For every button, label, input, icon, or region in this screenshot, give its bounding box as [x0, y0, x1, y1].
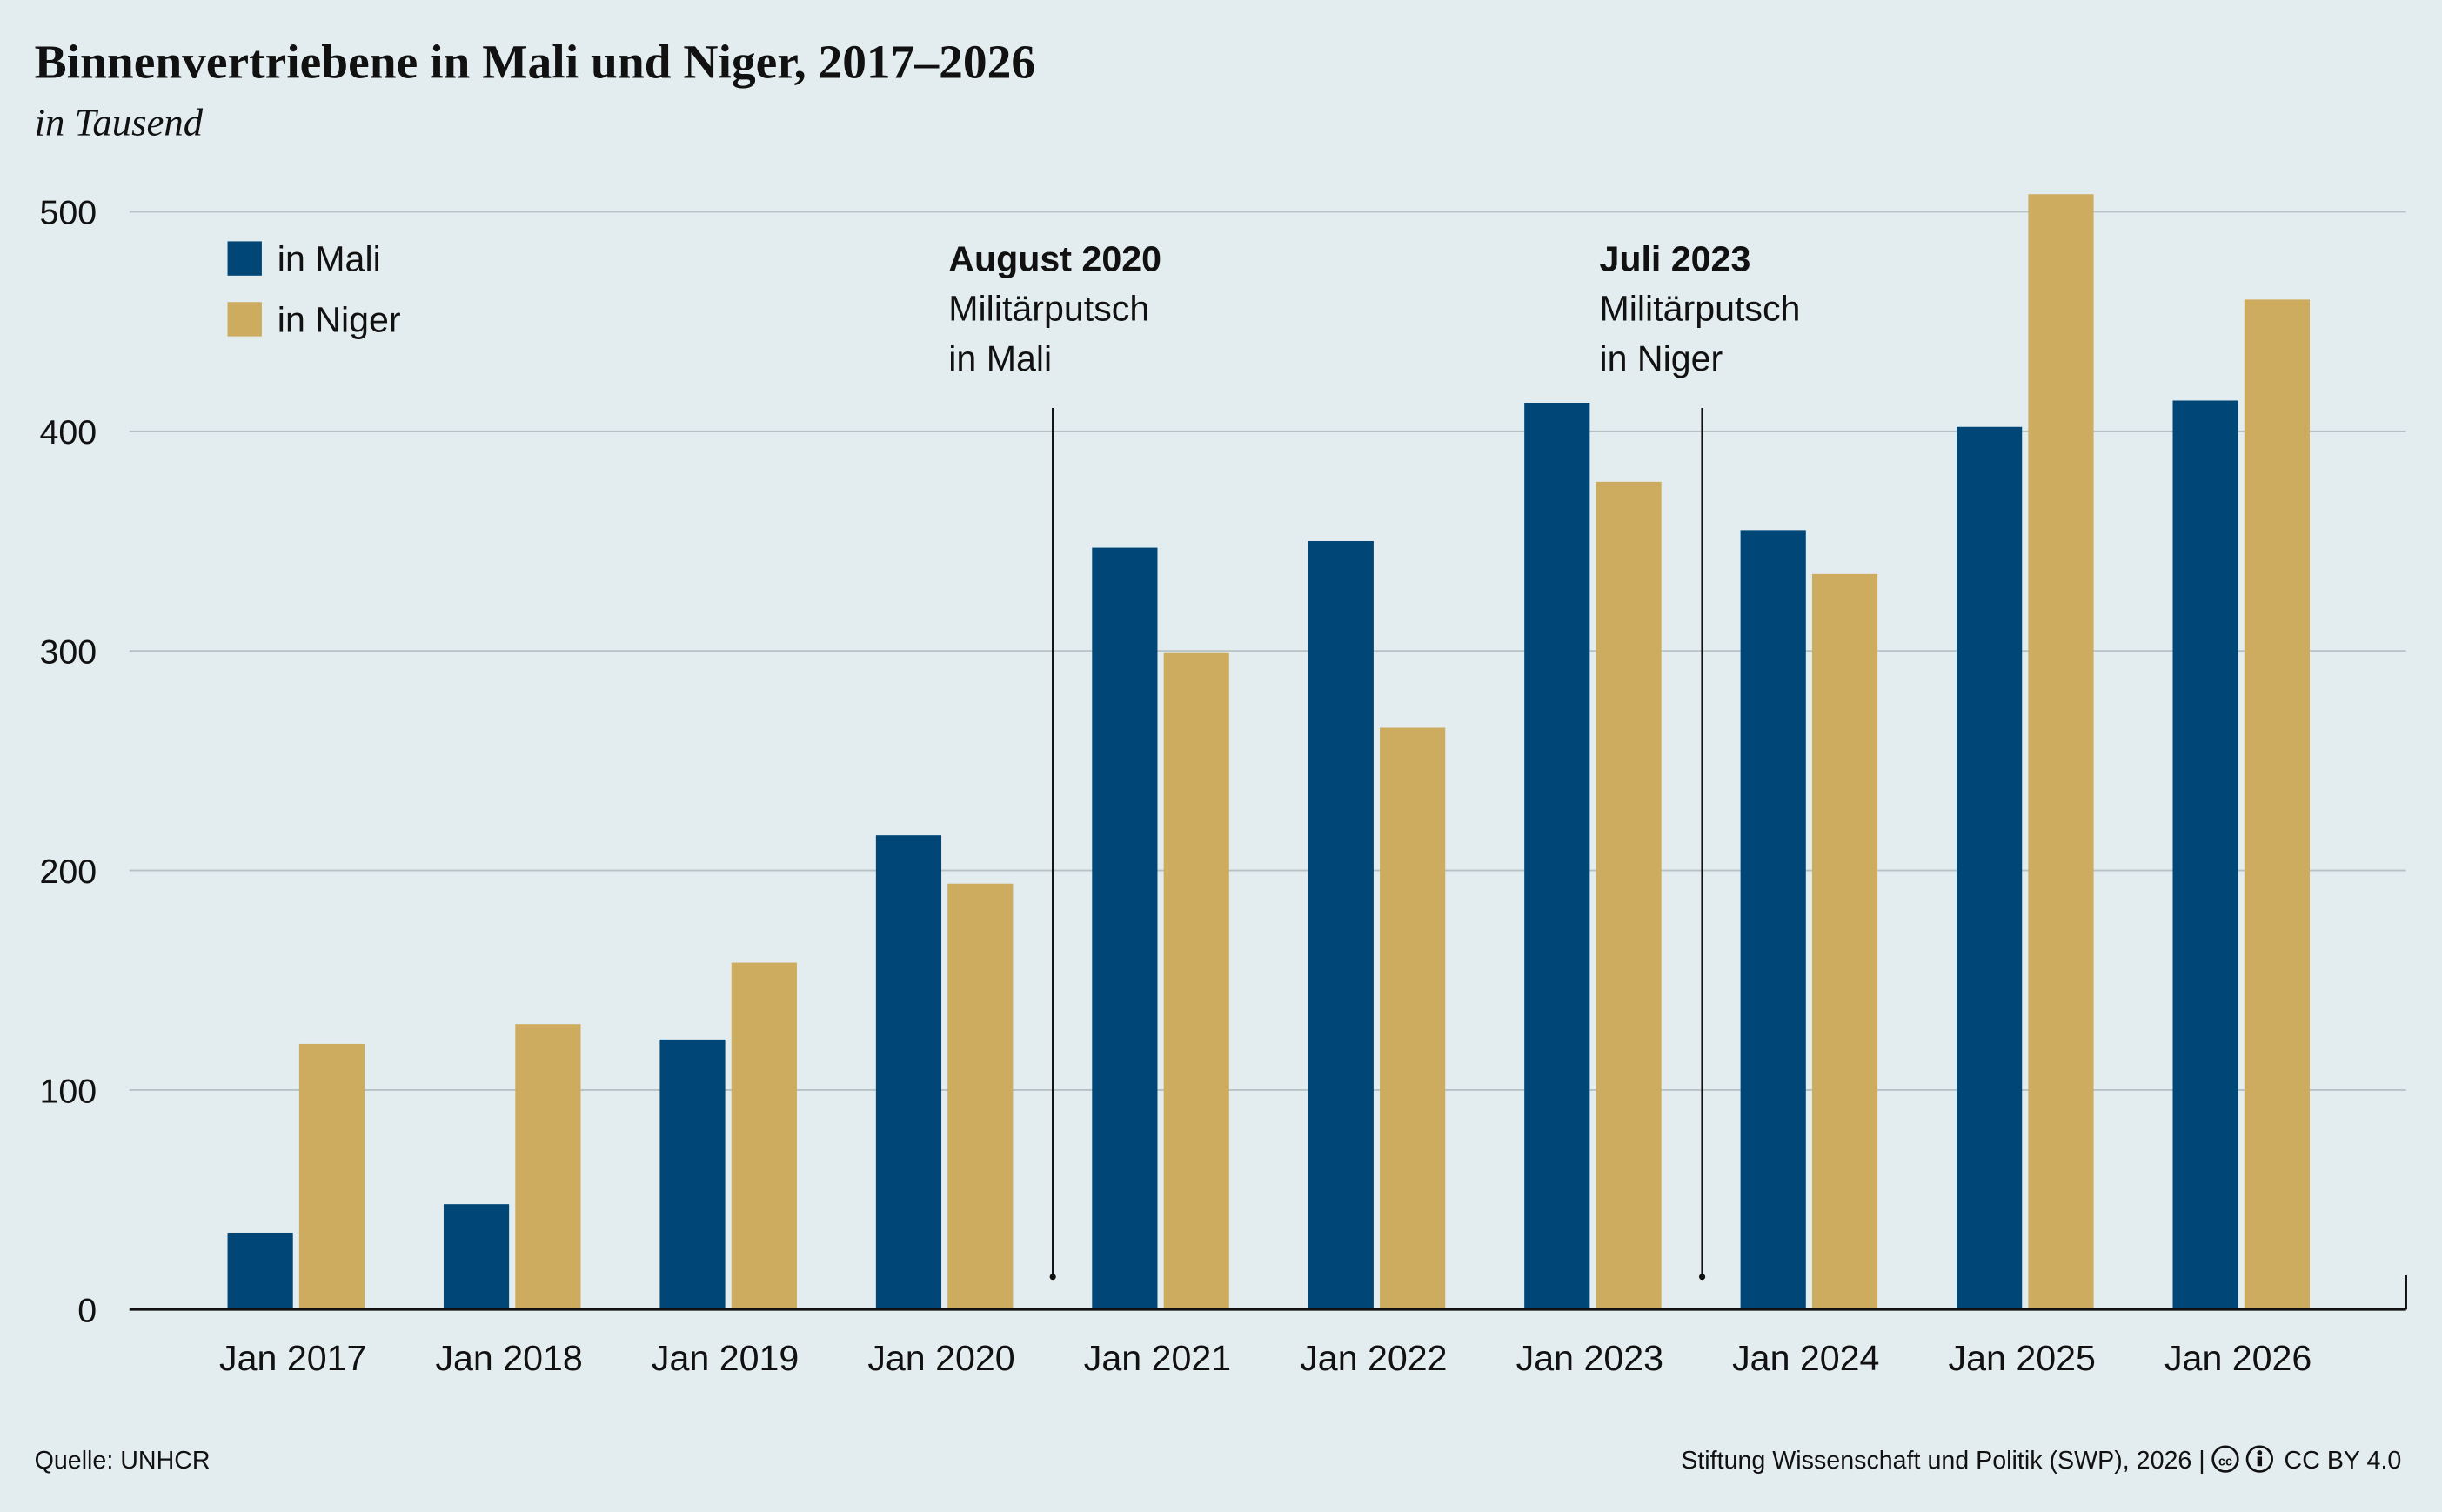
annotation-text: in Niger	[1599, 338, 1723, 378]
bar	[1811, 573, 1878, 1310]
annotation-title: August 2020	[948, 238, 1161, 278]
bar	[1308, 540, 1374, 1310]
annotation: August 2020 Militärputsch in Mali	[948, 238, 1161, 1281]
source: Quelle: UNHCR	[35, 1447, 211, 1475]
annotation-dot	[1699, 1274, 1706, 1281]
bar	[1524, 402, 1590, 1310]
annotation-dot	[1049, 1274, 1056, 1281]
bar	[1957, 426, 2023, 1310]
bar	[443, 1204, 510, 1310]
annotation-text: Militärputsch	[1599, 289, 1800, 329]
annotation-text: Militärputsch	[948, 289, 1149, 329]
x-tick-label: Jan 2017	[219, 1338, 366, 1378]
bar	[731, 962, 797, 1310]
y-tick-label: 400	[40, 413, 97, 452]
x-tick-label: Jan 2022	[1300, 1338, 1447, 1378]
annotation-title: Juli 2023	[1599, 238, 1750, 278]
legend-label: in Niger	[278, 299, 401, 339]
annotation-text: in Mali	[948, 338, 1052, 378]
bar	[947, 883, 1014, 1310]
x-tick-label: Jan 2019	[652, 1338, 799, 1378]
bar	[2028, 194, 2094, 1310]
x-tick-label: Jan 2026	[2164, 1338, 2312, 1378]
bar	[1163, 652, 1229, 1310]
bar	[227, 1232, 293, 1310]
bar	[1596, 481, 1662, 1310]
x-tick-label: Jan 2024	[1732, 1338, 1879, 1378]
annotation: Juli 2023 Militärputsch in Niger	[1599, 238, 1800, 1281]
credit: Stiftung Wissenschaft und Politik (SWP),…	[1681, 1447, 2204, 1475]
x-tick-label: Jan 2020	[867, 1338, 1014, 1378]
chart-title: Binnenvertriebene in Mali und Niger, 201…	[35, 36, 1036, 89]
y-tick-label: 300	[40, 633, 97, 672]
bars: Jan 2017 Jan 2018 Jan 2019 Jan 2020 Jan 2021…	[219, 194, 2312, 1378]
cc-icon: cc	[2211, 1445, 2274, 1473]
y-tick-label: 200	[40, 853, 97, 891]
legend: in Mali in Niger	[227, 238, 401, 339]
bar	[298, 1043, 365, 1310]
bar	[1740, 530, 1806, 1310]
bar	[2172, 400, 2238, 1310]
x-tick-label: Jan 2023	[1516, 1338, 1663, 1378]
x-tick-label: Jan 2018	[435, 1338, 582, 1378]
legend-label: in Mali	[278, 238, 381, 278]
x-tick-label: Jan 2025	[1949, 1338, 2096, 1378]
bar	[515, 1024, 581, 1310]
y-tick-label: 0	[77, 1292, 97, 1330]
license: CC BY 4.0	[2285, 1447, 2402, 1475]
bar	[659, 1039, 726, 1310]
svg-text:cc: cc	[2218, 1455, 2232, 1469]
legend-swatch	[227, 302, 262, 337]
bar	[2244, 299, 2311, 1310]
bar	[1380, 727, 1446, 1310]
y-tick-label: 100	[40, 1072, 97, 1110]
x-tick-label: Jan 2021	[1084, 1338, 1231, 1378]
chart-subtitle: in Tausend	[35, 101, 204, 144]
bar	[1092, 547, 1158, 1310]
y-tick-label: 500	[40, 194, 97, 232]
bar	[875, 835, 942, 1310]
legend-swatch	[227, 241, 262, 276]
